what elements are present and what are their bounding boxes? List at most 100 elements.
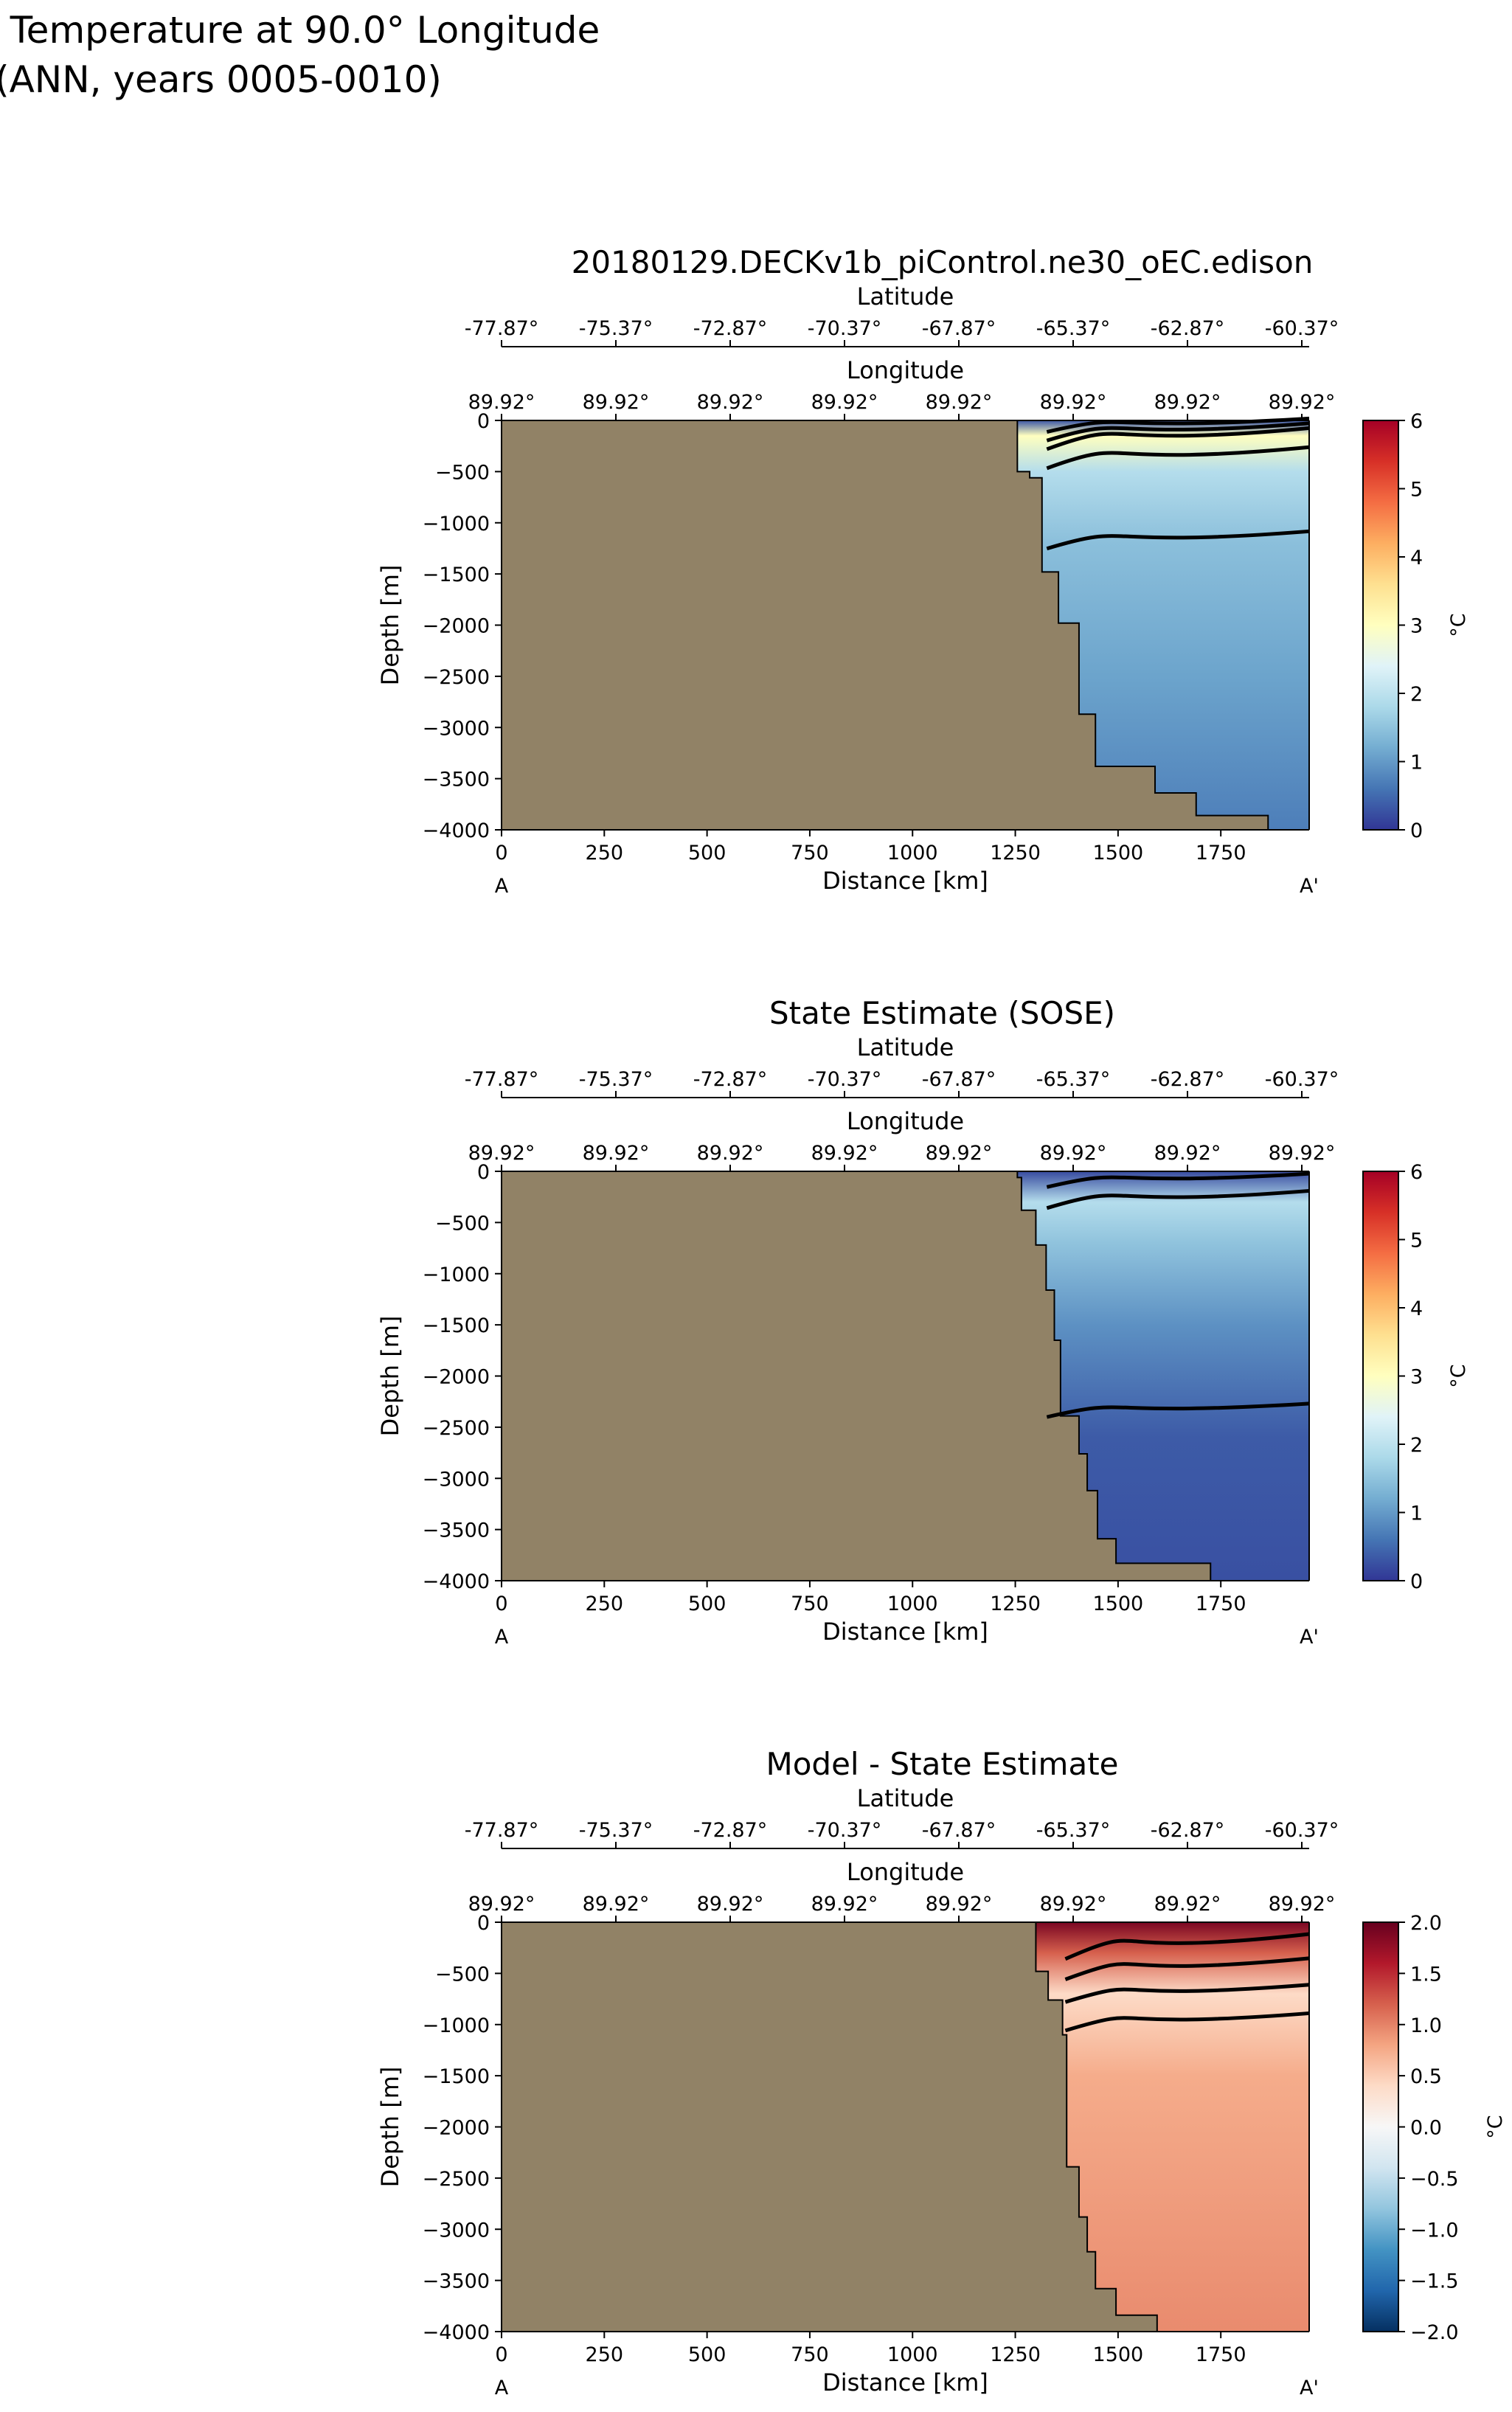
- lon-tick-label: 89.92°: [1269, 1893, 1336, 1916]
- y-tick-label: −3000: [423, 717, 490, 740]
- x-tick-label: 250: [586, 842, 624, 864]
- colorbar-tick-label: 5: [1410, 479, 1423, 502]
- figure-title-line-1: Potential Temperature at 90.0° Longitude: [0, 9, 600, 52]
- x-tick-label: 250: [586, 2343, 624, 2366]
- x-tick-label: 750: [791, 842, 829, 864]
- x-tick-label: 750: [791, 1593, 829, 1615]
- y-tick-label: −3000: [423, 2219, 490, 2242]
- lat-tick-label: -75.37°: [579, 317, 653, 340]
- lat-tick-label: -67.87°: [922, 1819, 996, 1842]
- lon-tick-label: 89.92°: [583, 1142, 650, 1165]
- x-axis-label: Distance [km]: [822, 867, 988, 895]
- y-tick-label: −2000: [423, 615, 490, 638]
- land-mask: [501, 420, 1269, 831]
- lon-axis-label: Longitude: [847, 1858, 964, 1886]
- lat-tick-label: -60.37°: [1265, 317, 1339, 340]
- lat-axis-label: Latitude: [857, 283, 954, 311]
- lon-tick-label: 89.92°: [1269, 1142, 1336, 1165]
- x-tick-label: 1250: [990, 2343, 1041, 2366]
- x-tick-label: 0: [495, 2343, 507, 2366]
- lat-axis-label: Latitude: [857, 1784, 954, 1812]
- lat-axis-label: Latitude: [857, 1033, 954, 1061]
- x-tick-label: 250: [586, 1593, 624, 1615]
- colorbar-tick-label: 5: [1410, 1230, 1423, 1252]
- lon-axis-label: Longitude: [847, 1107, 964, 1135]
- panel-3: 0 250 500 750 1000 1250 1500 1750 Distance [km] A…: [376, 1746, 1507, 2399]
- lon-tick-label: 89.92°: [811, 391, 878, 414]
- colorbar-tick-label: 3: [1410, 615, 1423, 638]
- x-tick-label: 1250: [990, 1593, 1041, 1615]
- x-tick-label: 1750: [1196, 842, 1246, 864]
- x-tick-label: 500: [688, 2343, 726, 2366]
- y-tick-label: −1500: [423, 1314, 490, 1337]
- colorbar-tick-label: 0.0: [1410, 2117, 1442, 2140]
- endpoint-a: A: [495, 2377, 509, 2399]
- lon-tick-label: 89.92°: [468, 391, 535, 414]
- lat-tick-label: -70.37°: [808, 317, 882, 340]
- lat-tick-label: -72.87°: [693, 1068, 768, 1091]
- y-tick-label: −4000: [423, 1570, 490, 1593]
- lat-tick-label: -67.87°: [922, 1068, 996, 1091]
- x-tick-label: 1750: [1196, 2343, 1246, 2366]
- x-tick-label: 0: [495, 842, 507, 864]
- lon-tick-label: 89.92°: [1154, 391, 1221, 414]
- x-tick-label: 1000: [887, 842, 938, 864]
- x-tick-label: 1250: [990, 842, 1041, 864]
- colorbar-tick-label: 6: [1410, 1161, 1423, 1184]
- panel-title: Model - State Estimate: [766, 1746, 1119, 1782]
- lat-tick-label: -60.37°: [1265, 1819, 1339, 1842]
- lon-tick-label: 89.92°: [1040, 391, 1107, 414]
- endpoint-a: A: [495, 875, 509, 898]
- lat-tick-label: -62.87°: [1151, 1068, 1225, 1091]
- lat-tick-label: -65.37°: [1036, 1819, 1111, 1842]
- lon-tick-label: 89.92°: [697, 391, 764, 414]
- y-tick-label: 0: [477, 1161, 490, 1184]
- colorbar-tick-label: 4: [1410, 1297, 1423, 1320]
- x-tick-label: 1500: [1093, 2343, 1144, 2366]
- lat-tick-label: -70.37°: [808, 1068, 882, 1091]
- colorbar-label: °C: [1447, 1364, 1470, 1387]
- y-tick-label: −3500: [423, 1519, 490, 1542]
- y-tick-label: −2500: [423, 1417, 490, 1440]
- y-tick-label: −1000: [423, 513, 490, 536]
- lat-tick-label: -77.87°: [465, 1068, 539, 1091]
- endpoint-a-prime: A': [1300, 1626, 1319, 1649]
- contour-line: [1064, 1956, 1310, 1981]
- y-axis-label: Depth [m]: [376, 1316, 404, 1437]
- colorbar-tick-label: −1.5: [1410, 2270, 1459, 2293]
- lat-tick-label: -62.87°: [1151, 1819, 1225, 1842]
- x-tick-label: 1000: [887, 2343, 938, 2366]
- contour-line: [1046, 426, 1310, 451]
- colorbar-tick-label: 0: [1410, 819, 1423, 842]
- lon-tick-label: 89.92°: [583, 391, 650, 414]
- panel-title: State Estimate (SOSE): [769, 995, 1115, 1031]
- lon-tick-label: 89.92°: [1269, 391, 1336, 414]
- lon-axis-label: Longitude: [847, 356, 964, 384]
- land-mask: [501, 1921, 1158, 2332]
- lon-tick-label: 89.92°: [926, 391, 993, 414]
- x-tick-label: 500: [688, 842, 726, 864]
- y-tick-label: 0: [477, 1912, 490, 1935]
- endpoint-a-prime: A': [1300, 2377, 1319, 2399]
- contour-line: [1064, 1932, 1310, 1961]
- x-tick-label: 1750: [1196, 1593, 1246, 1615]
- panel-title: 20180129.DECKv1b_piControl.ne30_oEC.edis…: [572, 244, 1314, 280]
- colorbar-tick-label: 0.5: [1410, 2065, 1442, 2088]
- y-axis-label: Depth [m]: [376, 2067, 404, 2188]
- y-tick-label: −1500: [423, 2065, 490, 2088]
- colorbar-tick-label: 2: [1410, 1434, 1423, 1457]
- y-axis-label: Depth [m]: [376, 565, 404, 686]
- y-tick-label: −2500: [423, 666, 490, 689]
- x-axis-label: Distance [km]: [822, 1618, 988, 1646]
- y-tick-label: −4000: [423, 2321, 490, 2344]
- lat-tick-label: -62.87°: [1151, 317, 1225, 340]
- colorbar-tick-label: 1.5: [1410, 1963, 1442, 1986]
- contour-line: [1046, 416, 1310, 434]
- colorbar-tick-label: 4: [1410, 547, 1423, 569]
- y-tick-label: −1000: [423, 2014, 490, 2037]
- figure-title-line-2: (ANN, years 0005-0010): [0, 58, 442, 101]
- colorbar-tick-label: 1: [1410, 752, 1423, 774]
- x-tick-label: 750: [791, 2343, 829, 2366]
- colorbar-label: °C: [1447, 613, 1470, 637]
- colorbar-tick-label: 2.0: [1410, 1912, 1442, 1935]
